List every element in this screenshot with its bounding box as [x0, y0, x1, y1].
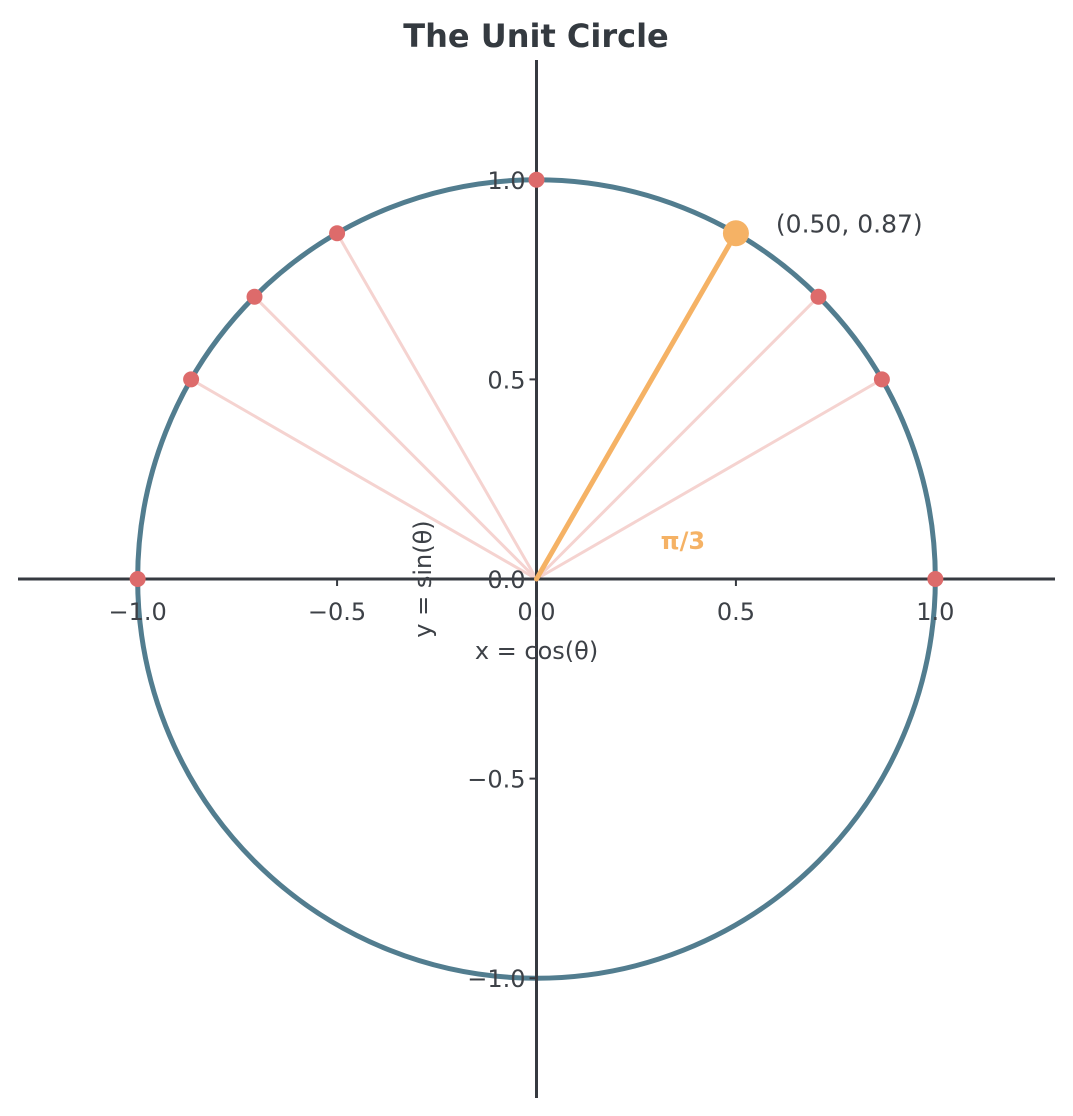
angle-point-1	[873, 371, 890, 388]
radial-line-3	[253, 295, 538, 581]
angle-point-5	[246, 288, 263, 305]
radial-lines-layer	[189, 231, 884, 581]
highlight-angle-label: π/3	[661, 527, 705, 555]
x-tick-label-3: 0.5	[717, 598, 755, 626]
y-axis-label: y = sin(θ)	[409, 520, 437, 637]
x-tick-label-1: −0.5	[308, 598, 366, 626]
chart-title: The Unit Circle	[403, 17, 669, 55]
y-tick-label-1: −0.5	[467, 766, 525, 794]
angle-point-7	[129, 571, 146, 587]
highlight-radius-line	[534, 230, 739, 582]
ticks-layer: −1.0 −0.5 0.0 0.5 1.0 −1.0 −0.5 0.0 0.5 1.0	[109, 167, 955, 993]
highlight-point	[722, 220, 749, 247]
x-tick-label-2: 0.0	[517, 598, 555, 626]
highlight-layer	[534, 220, 749, 582]
y-tick-label-3: 0.5	[487, 366, 525, 394]
y-tick-label-4: 1.0	[487, 167, 525, 195]
angle-point-2	[810, 288, 827, 305]
points-layer	[129, 171, 944, 587]
y-tick-label-2: 0.0	[487, 566, 525, 594]
x-tick-label-0: −1.0	[109, 598, 167, 626]
x-tick-label-4: 1.0	[916, 598, 954, 626]
radial-line-0	[535, 377, 884, 581]
angle-point-4	[329, 225, 346, 242]
y-tick-label-0: −1.0	[467, 965, 525, 993]
angle-point-0	[927, 571, 944, 587]
angle-point-6	[183, 371, 200, 388]
angle-point-3	[528, 171, 545, 188]
highlight-coordinate-label: (0.50, 0.87)	[776, 209, 923, 238]
x-axis-label: x = cos(θ)	[475, 637, 598, 665]
radial-line-2	[335, 231, 538, 581]
radial-line-4	[189, 377, 538, 581]
radial-line-1	[535, 295, 820, 581]
